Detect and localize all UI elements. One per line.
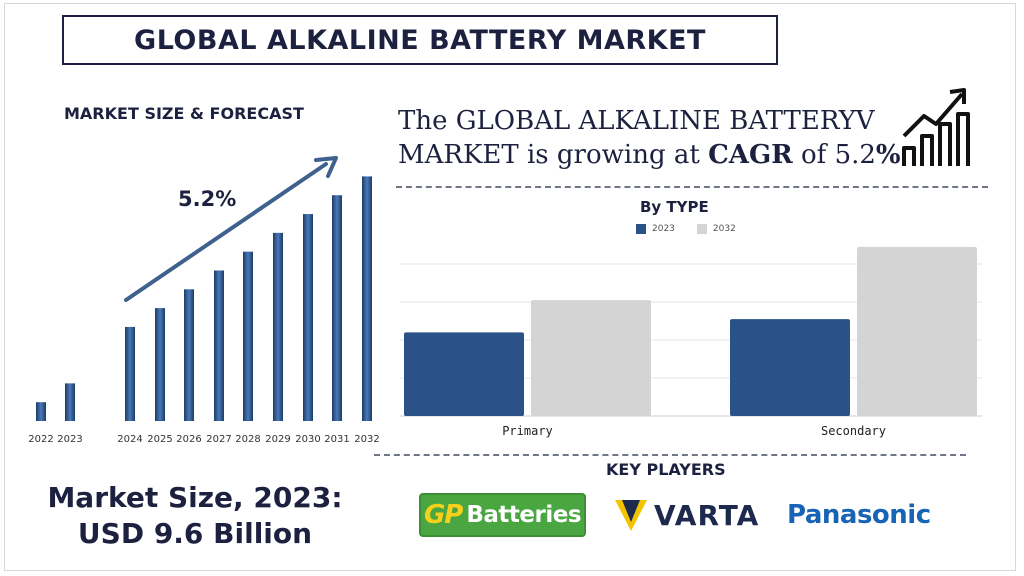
headline-percent: %	[875, 140, 901, 170]
forecast-tick-2031: 2031	[324, 434, 349, 445]
legend-swatch-2023	[636, 224, 646, 234]
growth-chart-icon	[902, 88, 970, 166]
gp-logo-mark: GP	[423, 500, 463, 530]
headline-prefix: MARKET is growing at	[398, 140, 709, 170]
title-box: GLOBAL ALKALINE BATTERY MARKET	[62, 15, 778, 65]
trend-arrow	[124, 162, 328, 302]
category-label-primary: Primary	[502, 424, 553, 438]
cagr-headline: The GLOBAL ALKALINE BATTERYV MARKET is g…	[398, 104, 901, 172]
headline-line-1: The GLOBAL ALKALINE BATTERYV	[398, 106, 875, 136]
forecast-bar-2024	[125, 326, 135, 421]
by-type-label: By TYPE	[640, 198, 709, 216]
legend-item-2023: 2023	[636, 224, 675, 234]
forecast-tick-2032: 2032	[354, 434, 379, 445]
gp-batteries-logo: GP Batteries	[419, 493, 586, 537]
headline-cagr-value: of 5.2	[792, 140, 876, 170]
forecast-bar-2026	[184, 289, 194, 421]
legend-label-2023: 2023	[652, 224, 675, 234]
key-players-label: KEY PLAYERS	[606, 460, 726, 479]
forecast-tick-2028: 2028	[235, 434, 260, 445]
legend-swatch-2032	[696, 224, 707, 234]
gp-logo-text: Batteries	[466, 502, 582, 528]
varta-logo-text: VARTA	[654, 498, 760, 532]
forecast-bar-2027	[214, 270, 224, 421]
headline-cagr: CAGR	[708, 140, 793, 170]
category-label-secondary: Secondary	[821, 424, 886, 438]
legend-label-2032: 2032	[712, 224, 736, 234]
forecast-bar-2030	[303, 214, 313, 421]
forecast-tick-2025: 2025	[147, 434, 172, 445]
varta-logo: VARTA	[614, 498, 759, 532]
forecast-tick-2024: 2024	[117, 434, 142, 445]
bar-secondary-2032	[857, 246, 977, 416]
forecast-bar-2032	[362, 176, 372, 421]
forecast-tick-2023: 2023	[57, 434, 82, 445]
bar-primary-2032	[531, 300, 651, 416]
market-size-line-1: Market Size, 2023:	[47, 481, 343, 514]
market-size-forecast-label: MARKET SIZE & FORECAST	[64, 104, 304, 123]
forecast-tick-2026: 2026	[176, 434, 201, 445]
headline-line-2: MARKET is growing at CAGR of 5.2%	[398, 138, 901, 172]
bar-primary-2023	[404, 332, 524, 416]
forecast-bar-2023	[65, 383, 75, 421]
key-players-divider	[374, 454, 966, 456]
bar-secondary-2023	[730, 319, 850, 416]
varta-v-icon	[615, 500, 647, 531]
headline-divider	[396, 186, 988, 188]
forecast-tick-2029: 2029	[265, 434, 290, 445]
legend-item-2032: 2032	[696, 224, 736, 234]
forecast-bar-2022	[36, 402, 46, 421]
page-frame	[4, 3, 1016, 571]
cagr-annotation: 5.2%	[178, 187, 236, 211]
panasonic-logo: Panasonic	[787, 500, 931, 530]
market-forecast-chart: 2022 2023 2024 2025 2026 2027 2028 2029 2030 2031…	[28, 156, 380, 445]
by-type-chart: Primary Secondary	[400, 246, 982, 438]
forecast-tick-2027: 2027	[206, 434, 231, 445]
chart-legend: 2023 2032	[636, 224, 736, 234]
forecast-bar-2031	[332, 195, 342, 421]
market-size-2023: Market Size, 2023: USD 9.6 Billion	[40, 480, 350, 552]
forecast-bar-2029	[273, 232, 283, 421]
forecast-tick-2030: 2030	[295, 434, 320, 445]
forecast-bar-2025	[155, 308, 165, 421]
market-size-line-2: USD 9.6 Billion	[77, 517, 313, 550]
forecast-bar-2028	[243, 251, 253, 421]
page-title: GLOBAL ALKALINE BATTERY MARKET	[134, 24, 706, 56]
trend-arrow-head	[314, 156, 338, 178]
forecast-tick-2022: 2022	[28, 434, 53, 445]
